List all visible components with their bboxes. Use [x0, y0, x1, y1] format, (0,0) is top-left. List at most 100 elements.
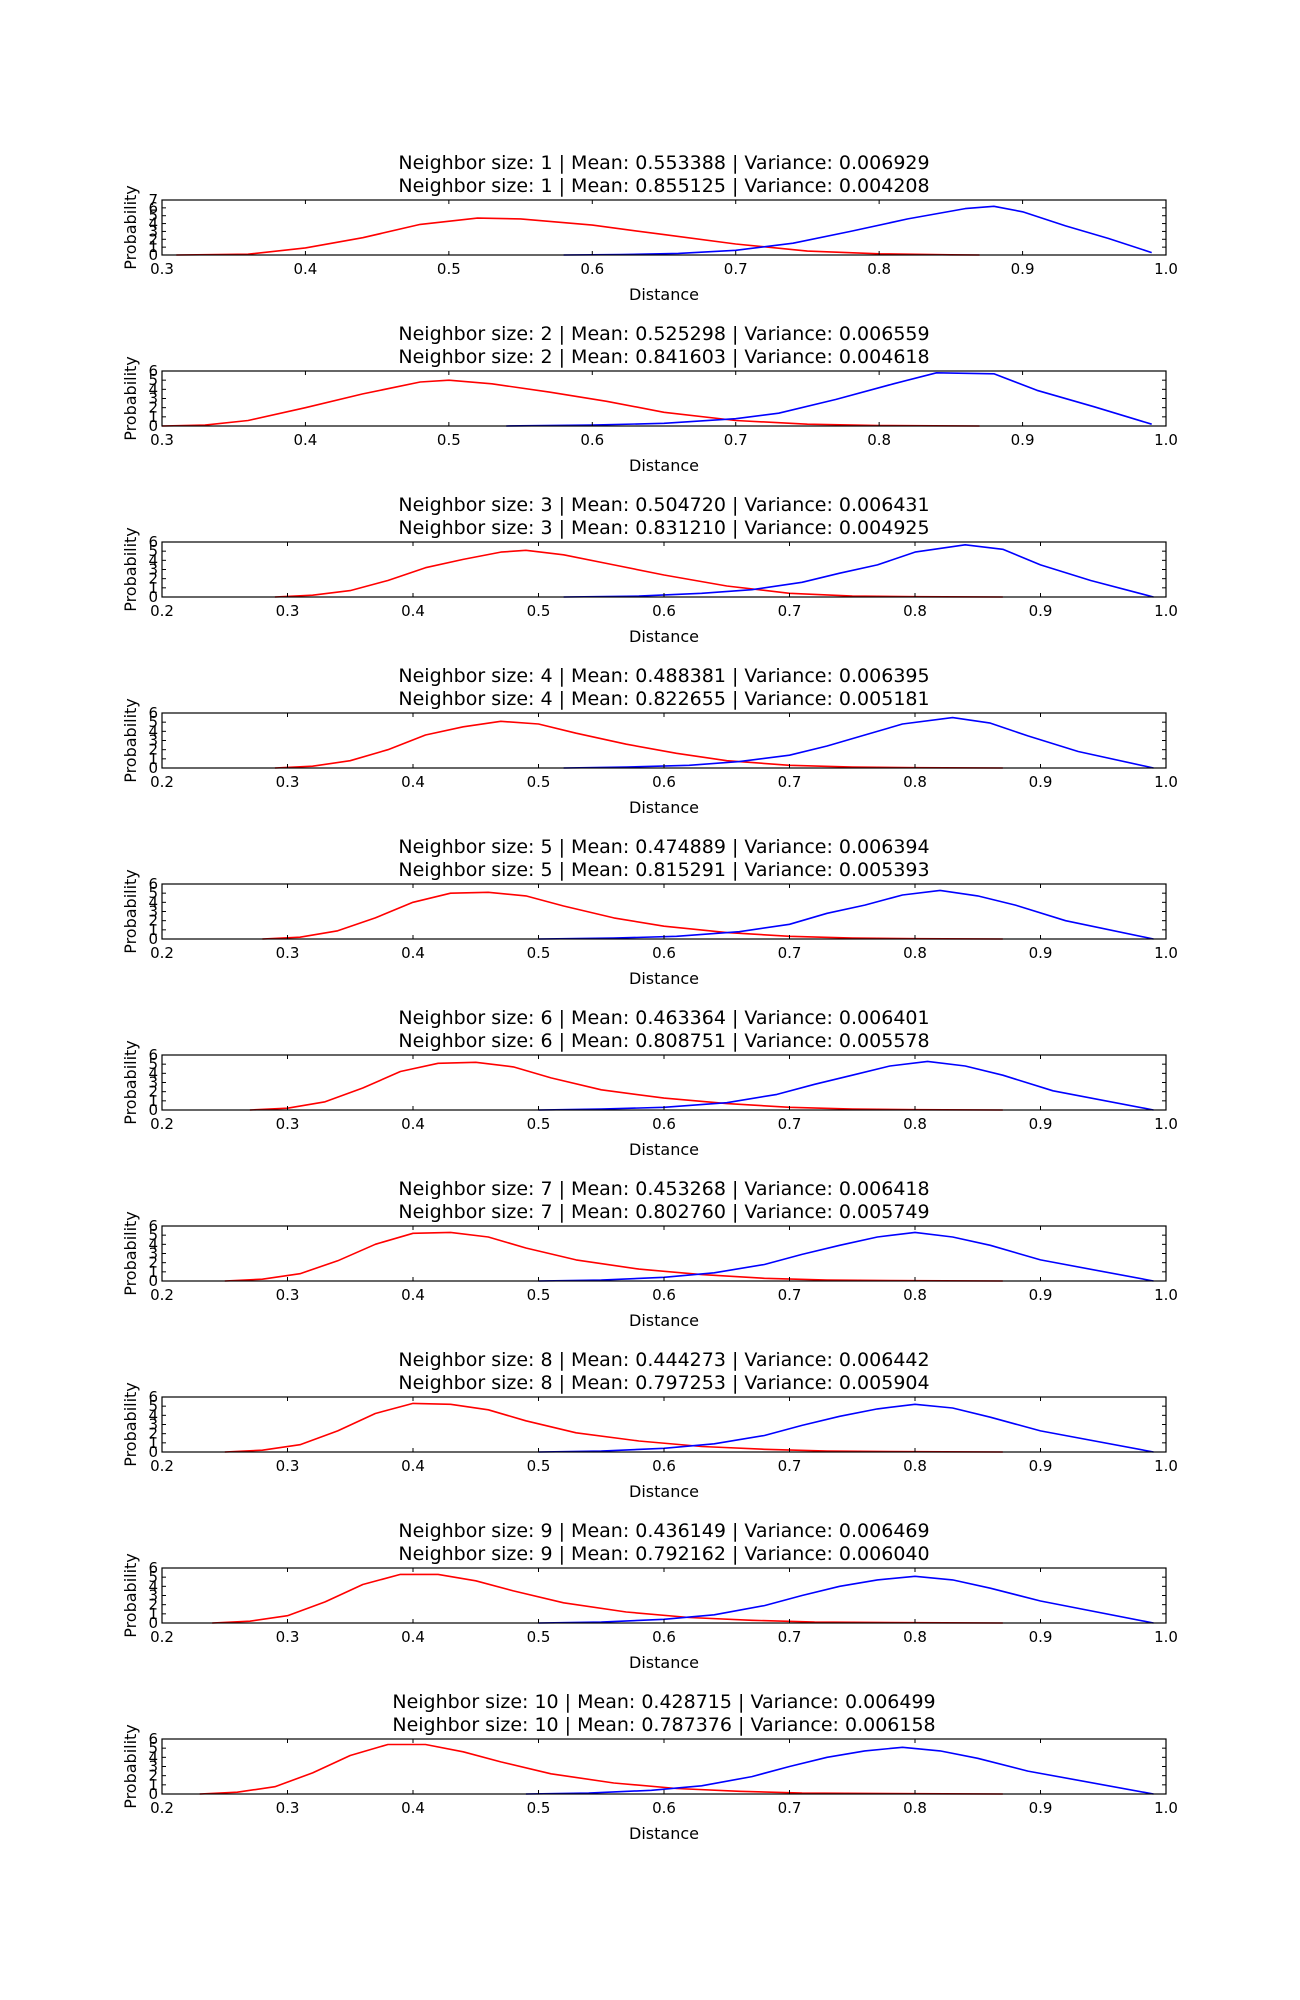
x-tick-label: 0.2 [150, 1457, 174, 1475]
series-line-red [161, 379, 980, 427]
y-tick-label: 3 [148, 1245, 158, 1263]
subplot-title-line: Neighbor size: 3 | Mean: 0.831210 | Vari… [398, 517, 929, 539]
y-tick-label: 2 [148, 1254, 158, 1272]
x-tick-label: 0.9 [1029, 944, 1053, 962]
x-tick-label: 0.4 [401, 773, 425, 791]
y-tick-label: 0 [148, 1785, 158, 1803]
x-tick-label: 0.7 [778, 602, 802, 620]
y-tick-label: 6 [148, 1730, 158, 1748]
x-tick-label: 0.4 [401, 1286, 425, 1304]
y-tick-label: 3 [148, 222, 158, 240]
y-tick-label: 6 [148, 533, 158, 551]
x-tick-label: 1.0 [1154, 1457, 1178, 1475]
x-tick-label: 0.3 [150, 431, 174, 449]
x-tick-label: 0.3 [276, 944, 300, 962]
plot-frame [161, 1225, 1167, 1282]
subplot-title-line: Neighbor size: 5 | Mean: 0.815291 | Vari… [398, 859, 929, 881]
y-tick-label: 0 [148, 246, 158, 264]
y-tick-label: 0 [148, 1272, 158, 1290]
series-line-red [274, 549, 1003, 598]
x-tick-label: 0.2 [150, 773, 174, 791]
x-tick-label: 0.5 [527, 1628, 551, 1646]
y-tick-label: 6 [148, 1559, 158, 1577]
x-tick-label: 0.3 [276, 773, 300, 791]
y-tick-label: 5 [148, 1568, 158, 1586]
y-tick-label: 2 [148, 912, 158, 930]
subplot-title-line: Neighbor size: 4 | Mean: 0.822655 | Vari… [398, 688, 929, 710]
series-line-blue [538, 1231, 1154, 1282]
x-tick-label: 0.2 [150, 1628, 174, 1646]
x-tick-label: 0.3 [276, 1628, 300, 1646]
y-tick-label: 6 [148, 1388, 158, 1406]
plot-frame [161, 199, 1167, 256]
x-tick-label: 0.3 [150, 260, 174, 278]
x-tick-label: 0.9 [1029, 1628, 1053, 1646]
x-tick-label: 0.5 [527, 944, 551, 962]
y-tick-label: 2 [148, 1425, 158, 1443]
x-tick-label: 0.8 [903, 1115, 927, 1133]
series-line-blue [538, 1403, 1154, 1453]
x-tick-label: 0.4 [293, 431, 317, 449]
plot-frame [161, 541, 1167, 598]
y-tick-label: 2 [148, 741, 158, 759]
plot-frame [161, 370, 1167, 427]
x-axis-label: Distance [629, 1311, 699, 1330]
x-tick-label: 0.4 [401, 944, 425, 962]
x-tick-label: 0.8 [903, 1628, 927, 1646]
x-tick-label: 0.8 [903, 944, 927, 962]
y-tick-label: 3 [148, 1587, 158, 1605]
x-axis-label: Distance [629, 969, 699, 988]
x-axis-label: Distance [629, 1653, 699, 1672]
x-tick-label: 0.3 [276, 1799, 300, 1817]
x-tick-label: 0.3 [276, 602, 300, 620]
x-tick-label: 0.5 [437, 431, 461, 449]
series-line-red [212, 1573, 1003, 1624]
y-axis-label: Probability [121, 698, 140, 783]
x-tick-label: 1.0 [1154, 1628, 1178, 1646]
x-tick-label: 0.9 [1011, 431, 1035, 449]
x-tick-label: 0.7 [724, 260, 748, 278]
subplot-title-line: Neighbor size: 10 | Mean: 0.787376 | Var… [392, 1714, 935, 1736]
x-axis-label: Distance [629, 1482, 699, 1501]
subplot-title-line: Neighbor size: 6 | Mean: 0.463364 | Vari… [398, 1007, 929, 1029]
x-tick-label: 0.6 [652, 1628, 676, 1646]
x-tick-label: 0.6 [652, 944, 676, 962]
y-tick-label: 1 [148, 408, 158, 426]
y-tick-label: 6 [148, 875, 158, 893]
y-tick-label: 5 [148, 542, 158, 560]
series-line-blue [538, 889, 1154, 940]
y-tick-label: 7 [148, 191, 158, 209]
x-tick-label: 0.7 [778, 1115, 802, 1133]
y-tick-label: 4 [148, 1748, 158, 1766]
x-axis-label: Distance [629, 627, 699, 646]
y-tick-label: 5 [148, 713, 158, 731]
y-tick-label: 4 [148, 215, 158, 233]
y-tick-label: 0 [148, 1101, 158, 1119]
y-tick-label: 1 [148, 579, 158, 597]
x-tick-label: 0.4 [401, 1799, 425, 1817]
y-tick-label: 1 [148, 1263, 158, 1281]
series-line-blue [538, 1575, 1154, 1624]
x-tick-label: 0.3 [276, 1286, 300, 1304]
subplot-title-line: Neighbor size: 2 | Mean: 0.525298 | Vari… [398, 323, 929, 345]
y-tick-label: 6 [148, 1217, 158, 1235]
x-tick-label: 0.9 [1029, 1286, 1053, 1304]
y-tick-label: 0 [148, 588, 158, 606]
y-axis-label: Probability [121, 1040, 140, 1125]
x-tick-label: 0.2 [150, 1799, 174, 1817]
subplot-6: Neighbor size: 6 | Mean: 0.463364 | Vari… [121, 1007, 1178, 1159]
series-line-red [262, 891, 1003, 940]
x-tick-label: 0.2 [150, 602, 174, 620]
series-line-blue [563, 716, 1154, 769]
x-tick-label: 0.4 [293, 260, 317, 278]
series-line-red [249, 1061, 1003, 1111]
y-axis-label: Probability [121, 185, 140, 270]
x-tick-label: 0.7 [778, 1628, 802, 1646]
subplot-7: Neighbor size: 7 | Mean: 0.453268 | Vari… [121, 1178, 1178, 1330]
y-tick-label: 1 [148, 750, 158, 768]
y-tick-label: 5 [148, 1397, 158, 1415]
x-tick-label: 0.6 [580, 431, 604, 449]
x-axis-label: Distance [629, 798, 699, 817]
y-tick-label: 1 [148, 921, 158, 939]
x-tick-label: 0.8 [867, 260, 891, 278]
